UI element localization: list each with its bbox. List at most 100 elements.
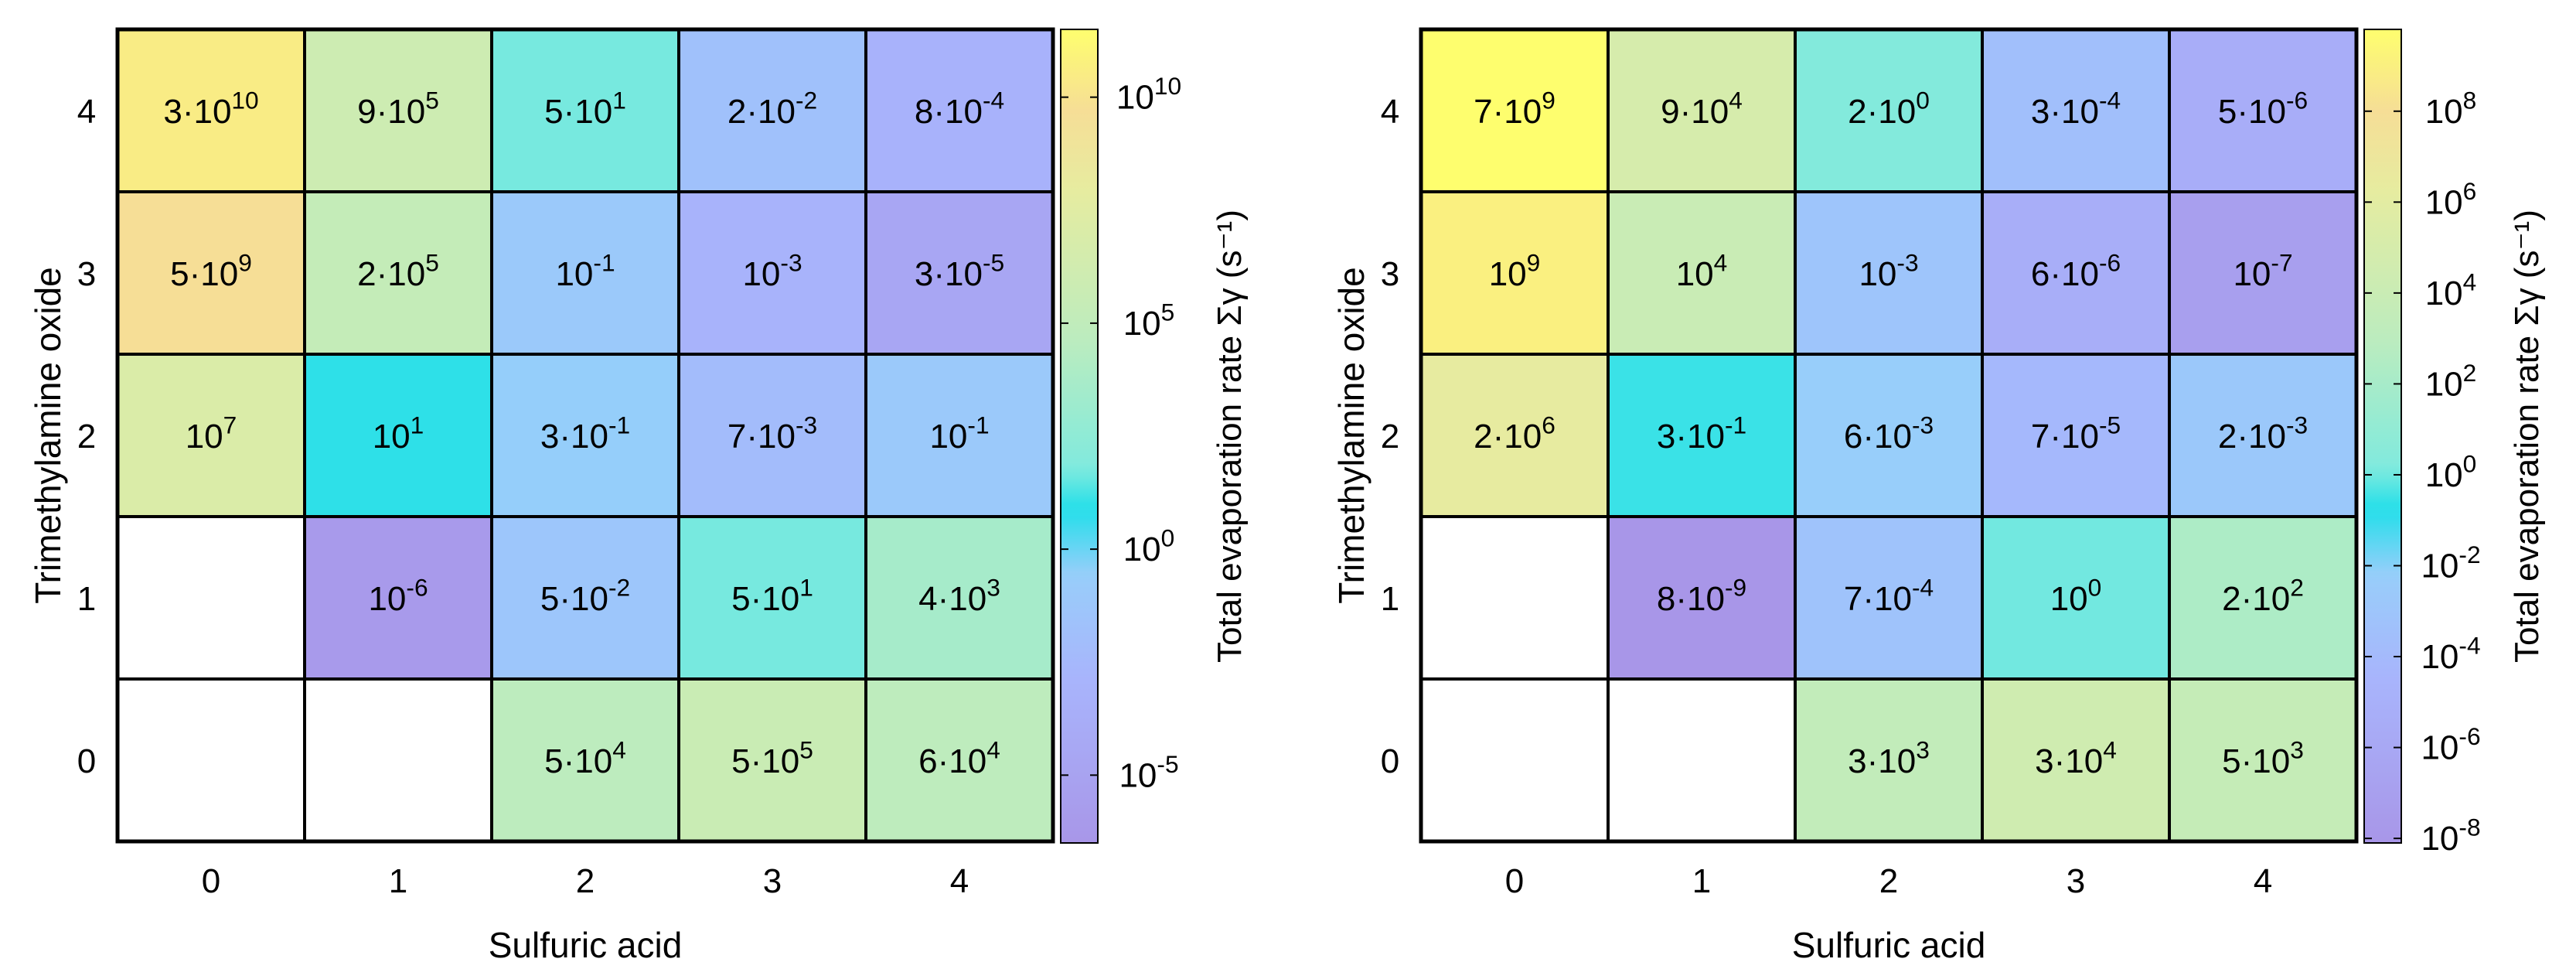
cell-value-label: 5·10-2 [540, 574, 630, 618]
plot-frame [115, 27, 1055, 844]
heatmap-cell [116, 28, 306, 193]
x-tick-label: 0 [1505, 862, 1524, 900]
heatmap-cell [303, 190, 493, 356]
heatmap-cell [1981, 677, 2171, 843]
y-tick-label: 4 [1381, 93, 1399, 131]
cell-value-label: 5·105 [731, 736, 813, 780]
x-tick-label: 0 [202, 862, 220, 900]
colorbar-tick-label: 106 [2425, 177, 2477, 221]
cell-value-label: 10-3 [742, 249, 802, 293]
heatmap-cell [677, 28, 867, 193]
heatmap-cell [2168, 190, 2358, 356]
cell-value-label: 7·10-4 [1844, 574, 1934, 618]
cell-value-label: 10-1 [929, 411, 989, 455]
x-tick-label: 2 [1879, 862, 1898, 900]
heatmap-cell [677, 190, 867, 356]
x-tick-label: 1 [389, 862, 407, 900]
cell-value-label: 2·106 [1474, 411, 1555, 455]
x-tick-label: 1 [1692, 862, 1711, 900]
y-tick-label: 1 [77, 580, 96, 618]
plot-frame [1419, 27, 2359, 844]
cell-value-label: 7·10-3 [727, 411, 817, 455]
y-tick-label: 0 [1381, 742, 1399, 780]
x-axis-label: Sulfuric acid [1792, 925, 1986, 965]
colorbar-label: Total evaporation rate Σγ (s⁻¹) [2508, 210, 2546, 663]
cell-value-label: 5·10-6 [2218, 87, 2308, 131]
cell-value-label: 3·10-4 [2031, 87, 2121, 131]
heatmap-cell [303, 677, 493, 843]
cell-value-label: 7·109 [1474, 87, 1555, 131]
cell-value-label: 10-6 [368, 574, 428, 618]
cell-value-label: 3·104 [2035, 736, 2117, 780]
colorbar [2363, 29, 2402, 844]
cell-value-label: 2·102 [2222, 574, 2304, 618]
cell-value-label: 5·101 [544, 87, 626, 131]
y-tick-label: 0 [77, 742, 96, 780]
cell-value-label: 6·10-6 [2031, 249, 2121, 293]
heatmap-cell [1981, 190, 2171, 356]
colorbar-tick-label: 105 [1123, 298, 1175, 342]
y-tick-label: 3 [77, 255, 96, 293]
y-tick-label: 4 [77, 93, 96, 131]
cell-value-label: 4·103 [918, 574, 1000, 618]
colorbar-tick-label: 1010 [1116, 72, 1181, 116]
cell-value-label: 109 [1489, 249, 1541, 293]
x-tick-label: 3 [2067, 862, 2085, 900]
x-tick-label: 2 [576, 862, 595, 900]
heatmap-cell [1981, 515, 2171, 681]
cell-value-label: 5·104 [544, 736, 626, 780]
heatmap-cell [116, 190, 306, 356]
cell-value-label: 8·10-9 [1657, 574, 1746, 618]
colorbar-tick-label: 10-6 [2421, 722, 2480, 766]
colorbar-tick-label: 100 [1123, 524, 1175, 568]
colorbar-tick-label: 10-5 [1119, 750, 1178, 794]
cell-value-label: 10-1 [555, 249, 615, 293]
cell-value-label: 10-7 [2233, 249, 2292, 293]
cell-value-label: 5·103 [2222, 736, 2304, 780]
heatmap-cell [303, 353, 493, 518]
x-tick-label: 4 [950, 862, 969, 900]
cell-value-label: 2·100 [1848, 87, 1930, 131]
colorbar-tick-label: 104 [2425, 268, 2477, 312]
colorbar-tick-label: 102 [2425, 359, 2477, 403]
y-axis-label: Trimethylamine oxide [28, 267, 68, 603]
cell-value-label: 3·10-1 [540, 411, 630, 455]
heatmap-cell [677, 515, 867, 681]
heatmap-cell [2168, 28, 2358, 193]
heatmap-cell [1607, 190, 1797, 356]
heatmap-cell [1794, 677, 1984, 843]
cell-value-label: 2·10-2 [727, 87, 817, 131]
heatmap-cell [303, 515, 493, 681]
heatmap-cell [2168, 353, 2358, 518]
heatmap-cell [2168, 677, 2358, 843]
colorbar-label: Total evaporation rate Σγ (s⁻¹) [1211, 210, 1249, 663]
cell-value-label: 3·10-5 [915, 249, 1004, 293]
heatmap-cell [490, 190, 680, 356]
cell-value-label: 2·10-3 [2218, 411, 2308, 455]
cell-value-label: 10-3 [1859, 249, 1918, 293]
heatmap-cell [1794, 190, 1984, 356]
colorbar-tick-label: 100 [2425, 449, 2477, 493]
colorbar [1060, 29, 1099, 844]
heatmap-cell [1607, 28, 1797, 193]
cell-value-label: 3·103 [1848, 736, 1930, 780]
heatmap-cell [677, 353, 867, 518]
cell-value-label: 104 [1676, 249, 1728, 293]
cell-value-label: 7·10-5 [2031, 411, 2121, 455]
cell-value-label: 3·1010 [163, 87, 258, 131]
cell-value-label: 5·101 [731, 574, 813, 618]
colorbar-tick-label: 10-8 [2421, 814, 2480, 858]
y-axis-label: Trimethylamine oxide [1331, 267, 1371, 603]
colorbar-tick-label: 10-2 [2421, 541, 2480, 585]
y-tick-label: 3 [1381, 255, 1399, 293]
cell-value-label: 8·10-4 [915, 87, 1004, 131]
heatmap-cell [116, 515, 306, 681]
colorbar-tick-label: 108 [2425, 86, 2477, 130]
y-tick-label: 2 [77, 418, 96, 455]
x-axis-label: Sulfuric acid [489, 925, 683, 965]
y-tick-label: 2 [1381, 418, 1399, 455]
x-tick-label: 4 [2254, 862, 2272, 900]
